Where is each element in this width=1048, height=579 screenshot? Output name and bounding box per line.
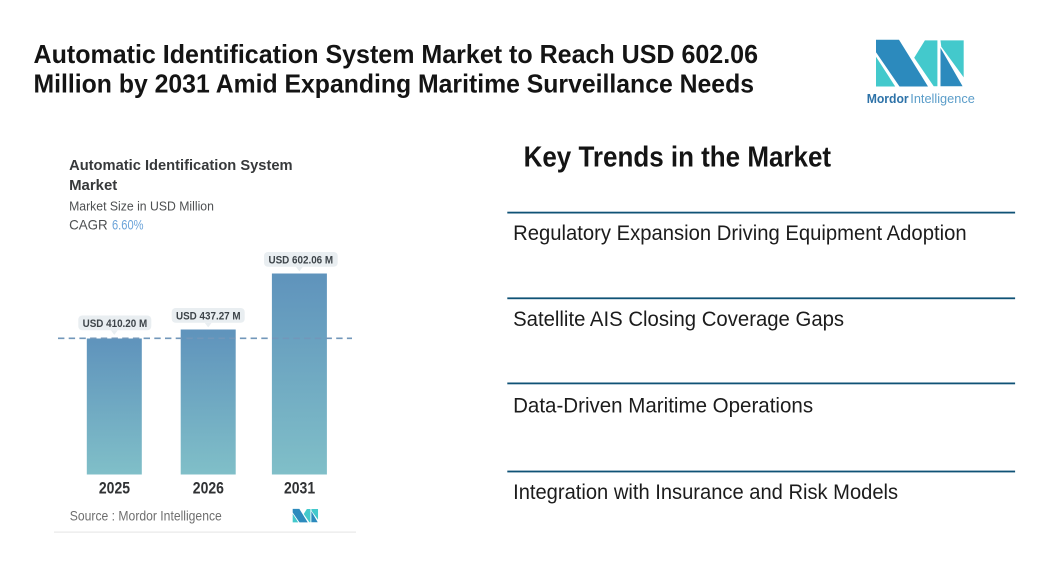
svg-text:Mordor: Mordor (867, 91, 909, 106)
svg-text:USD 437.27 M: USD 437.27 M (176, 310, 241, 322)
svg-text:USD 602.06 M: USD 602.06 M (269, 254, 334, 266)
svg-text:2026: 2026 (193, 479, 224, 498)
svg-text:6.60%: 6.60% (112, 216, 144, 232)
svg-text:Integration with Insurance and: Integration with Insurance and Risk Mode… (513, 480, 898, 504)
svg-text:USD 410.20 M: USD 410.20 M (83, 318, 148, 330)
svg-text:Source : Mordor Intelligence: Source : Mordor Intelligence (70, 509, 222, 524)
svg-text:Satellite AIS Closing Coverage: Satellite AIS Closing Coverage Gaps (513, 307, 844, 331)
svg-text:2025: 2025 (99, 479, 130, 498)
svg-text:Data-Driven Maritime Operation: Data-Driven Maritime Operations (513, 394, 813, 418)
svg-text:CAGR: CAGR (69, 216, 108, 232)
svg-text:Intelligence: Intelligence (910, 91, 975, 106)
svg-text:Market: Market (69, 178, 117, 194)
svg-text:Market Size in USD Million: Market Size in USD Million (69, 198, 214, 213)
svg-text:Automatic Identification Syste: Automatic Identification System Market t… (34, 39, 759, 69)
svg-text:Million by 2031 Amid Expanding: Million by 2031 Amid Expanding Maritime … (34, 69, 755, 99)
svg-text:Automatic Identification Syste: Automatic Identification System (69, 158, 293, 174)
svg-text:Key Trends in the Market: Key Trends in the Market (524, 142, 832, 174)
svg-text:2031: 2031 (284, 479, 315, 498)
svg-text:Regulatory Expansion Driving E: Regulatory Expansion Driving Equipment A… (513, 221, 967, 245)
